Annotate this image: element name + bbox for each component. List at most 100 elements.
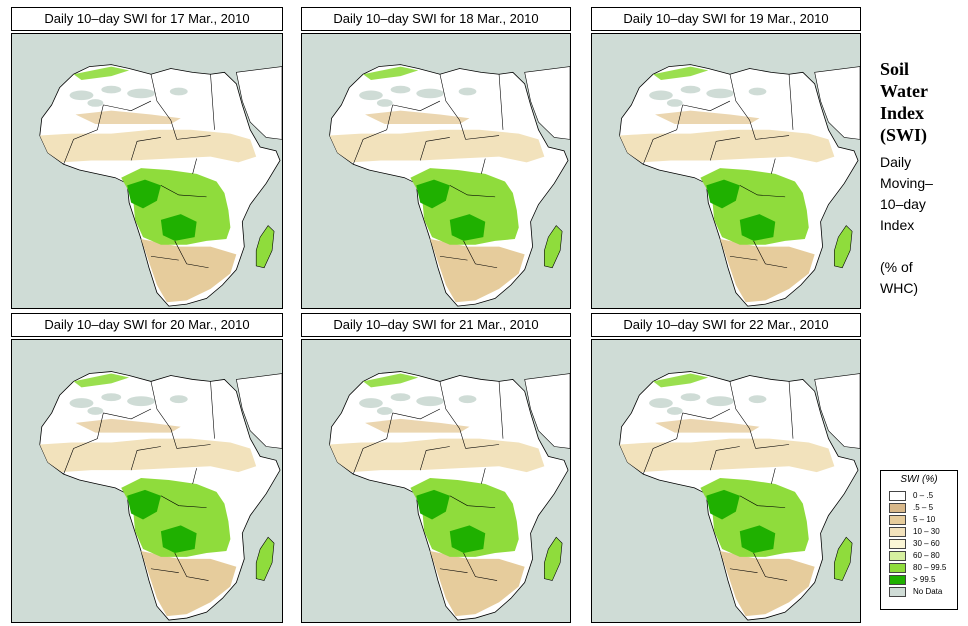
sahel-band — [39, 129, 257, 163]
no-data-patch — [127, 396, 155, 407]
africa-swi-map — [11, 33, 283, 309]
legend-swatch — [889, 539, 906, 549]
no-data-patch — [87, 99, 104, 107]
panel-title: Daily 10–day SWI for 17 Mar., 2010 — [11, 7, 283, 31]
no-data-patch — [376, 99, 393, 107]
arabian-peninsula — [235, 373, 282, 449]
sahara-arid-band — [365, 418, 470, 433]
east-saturated — [449, 525, 486, 553]
sahara-arid-band — [75, 110, 181, 125]
sahel-band — [329, 129, 545, 163]
legend-label: > 99.5 — [913, 575, 936, 584]
country-borders — [352, 74, 504, 269]
sahara-arid-band — [75, 418, 181, 433]
legend-label: No Data — [913, 587, 943, 596]
southern-africa-dry — [430, 551, 525, 617]
no-data-patch — [649, 398, 673, 409]
africa-swi-map — [591, 33, 861, 309]
no-data-patch — [101, 85, 122, 94]
no-data-patch — [87, 407, 104, 415]
southern-africa-dry — [720, 239, 815, 303]
southern-africa-dry — [720, 551, 815, 617]
arabian-peninsula — [814, 373, 860, 449]
africa-swi-map — [301, 33, 571, 309]
title-line: Index — [880, 103, 925, 123]
sahara-arid-band — [655, 418, 760, 433]
sahel-band — [619, 438, 835, 473]
legend-label: .5 – 5 — [913, 503, 934, 512]
legend-swatch — [889, 527, 906, 537]
panel-title: Daily 10–day SWI for 19 Mar., 2010 — [591, 7, 861, 31]
legend-swatch — [889, 563, 906, 573]
legend-title: SWI (%) — [900, 474, 938, 485]
madagascar — [255, 225, 275, 269]
no-data-patch — [169, 395, 188, 404]
africa-swi-map — [301, 339, 571, 623]
congo-saturated — [416, 489, 450, 520]
east-saturated — [739, 214, 776, 241]
figure-subtitle: Daily Moving– 10–day Index (% of WHC) — [880, 152, 960, 299]
panel-title: Daily 10–day SWI for 20 Mar., 2010 — [11, 313, 283, 337]
no-data-patch — [666, 99, 683, 107]
legend-label: 60 – 80 — [913, 551, 940, 560]
subtitle-line: 10–day — [880, 196, 926, 212]
subtitle-line: Moving– — [880, 175, 933, 191]
east-saturated — [160, 214, 197, 241]
legend-swatch — [889, 491, 906, 501]
no-data-patch — [748, 395, 767, 404]
subtitle-line: Index — [880, 217, 915, 233]
no-data-patch — [376, 407, 393, 415]
subtitle-line: WHC) — [880, 280, 919, 296]
arabian-peninsula — [524, 66, 570, 140]
no-data-patch — [458, 87, 477, 96]
sahara-arid-band — [365, 110, 470, 125]
no-data-patch — [458, 395, 477, 404]
no-data-patch — [127, 88, 155, 99]
legend-label: 5 – 10 — [913, 515, 936, 524]
africa-swi-map — [591, 339, 861, 623]
title-line: Soil — [880, 59, 910, 79]
sahel-band — [329, 438, 545, 473]
no-data-patch — [649, 90, 673, 101]
africa-swi-map — [11, 339, 283, 623]
maghreb-coast — [73, 66, 130, 80]
legend-label: 80 – 99.5 — [913, 563, 947, 572]
panel-title: Daily 10–day SWI for 22 Mar., 2010 — [591, 313, 861, 337]
sahel-band — [619, 129, 835, 163]
madagascar — [544, 225, 563, 269]
no-data-patch — [390, 393, 411, 402]
panel-title: Daily 10–day SWI for 18 Mar., 2010 — [301, 7, 571, 31]
arabian-peninsula — [814, 66, 860, 140]
legend-label: 10 – 30 — [913, 527, 940, 536]
no-data-patch — [359, 398, 383, 409]
east-saturated — [739, 525, 776, 553]
no-data-patch — [666, 407, 683, 415]
no-data-patch — [680, 393, 701, 402]
congo-saturated — [706, 489, 740, 520]
east-saturated — [160, 525, 197, 553]
no-data-patch — [706, 88, 734, 99]
no-data-patch — [69, 398, 94, 409]
no-data-patch — [416, 88, 444, 99]
maghreb-coast — [653, 66, 709, 80]
no-data-patch — [169, 87, 188, 96]
country-borders — [642, 74, 794, 269]
southern-africa-dry — [141, 551, 237, 617]
legend-label: 0 – .5 — [913, 491, 934, 500]
maghreb-coast — [363, 373, 419, 388]
no-data-patch — [101, 393, 122, 402]
east-saturated — [449, 214, 486, 241]
title-line: Water — [880, 81, 928, 101]
congo-saturated — [706, 179, 740, 209]
country-borders — [63, 381, 215, 581]
no-data-patch — [706, 396, 734, 407]
panel-title: Daily 10–day SWI for 21 Mar., 2010 — [301, 313, 571, 337]
country-borders — [63, 74, 215, 269]
madagascar — [834, 225, 853, 269]
no-data-patch — [390, 85, 411, 94]
congo-saturated — [416, 179, 450, 209]
madagascar — [255, 536, 275, 581]
subtitle-line: Daily — [880, 154, 912, 170]
subtitle-line: (% of — [880, 259, 913, 275]
madagascar — [544, 536, 563, 581]
